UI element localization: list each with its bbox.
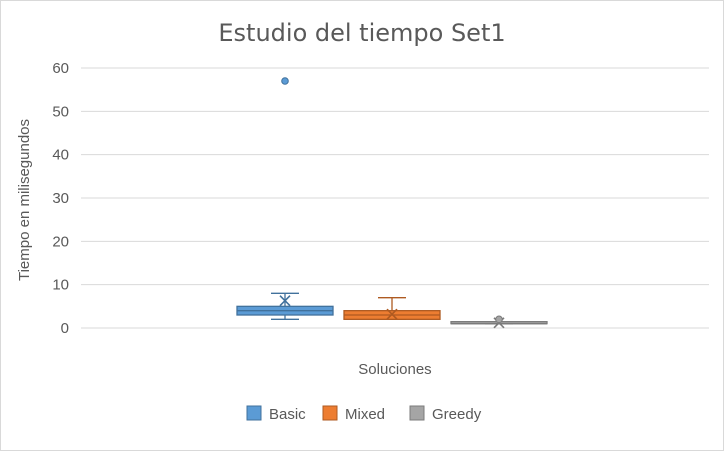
legend-item-greedy: Greedy <box>409 405 482 423</box>
y-tick-label-60: 60 <box>52 60 69 77</box>
legend-label: Basic <box>269 406 306 423</box>
y-tick-label-50: 50 <box>52 103 69 120</box>
y-axis-ticks: 0 10 20 30 40 50 60 <box>52 60 69 337</box>
y-tick-label-40: 40 <box>52 147 69 164</box>
box-plots <box>236 77 548 329</box>
y-tick-label-0: 0 <box>61 320 69 337</box>
y-tick-label-30: 30 <box>52 190 69 207</box>
mean-marker-b <box>386 308 398 320</box>
box-greedy <box>450 315 548 329</box>
y-tick-label-10: 10 <box>52 277 69 294</box>
legend-label: Mixed <box>345 406 385 423</box>
legend-swatch <box>246 405 262 421</box>
legend-item-basic: Basic <box>246 405 306 423</box>
legend-swatch <box>409 405 425 421</box>
outlier-point <box>495 315 503 324</box>
y-axis-label: Tiempo en milisegundos <box>16 119 33 281</box>
legend-item-mixed: Mixed <box>322 405 385 423</box>
legend-label: Greedy <box>432 406 482 423</box>
box-mixed <box>343 297 441 320</box>
outlier-point <box>281 77 289 85</box>
grid-lines <box>81 67 709 329</box>
legend: Basic Mixed Greedy <box>246 405 482 423</box>
mean-marker-b <box>279 295 291 307</box>
y-tick-label-20: 20 <box>52 233 69 250</box>
x-axis-label: Soluciones <box>358 361 431 378</box>
legend-swatch <box>322 405 338 421</box>
chart-title: Estudio del tiempo Set1 <box>218 19 505 47</box>
box-basic <box>236 77 334 320</box>
